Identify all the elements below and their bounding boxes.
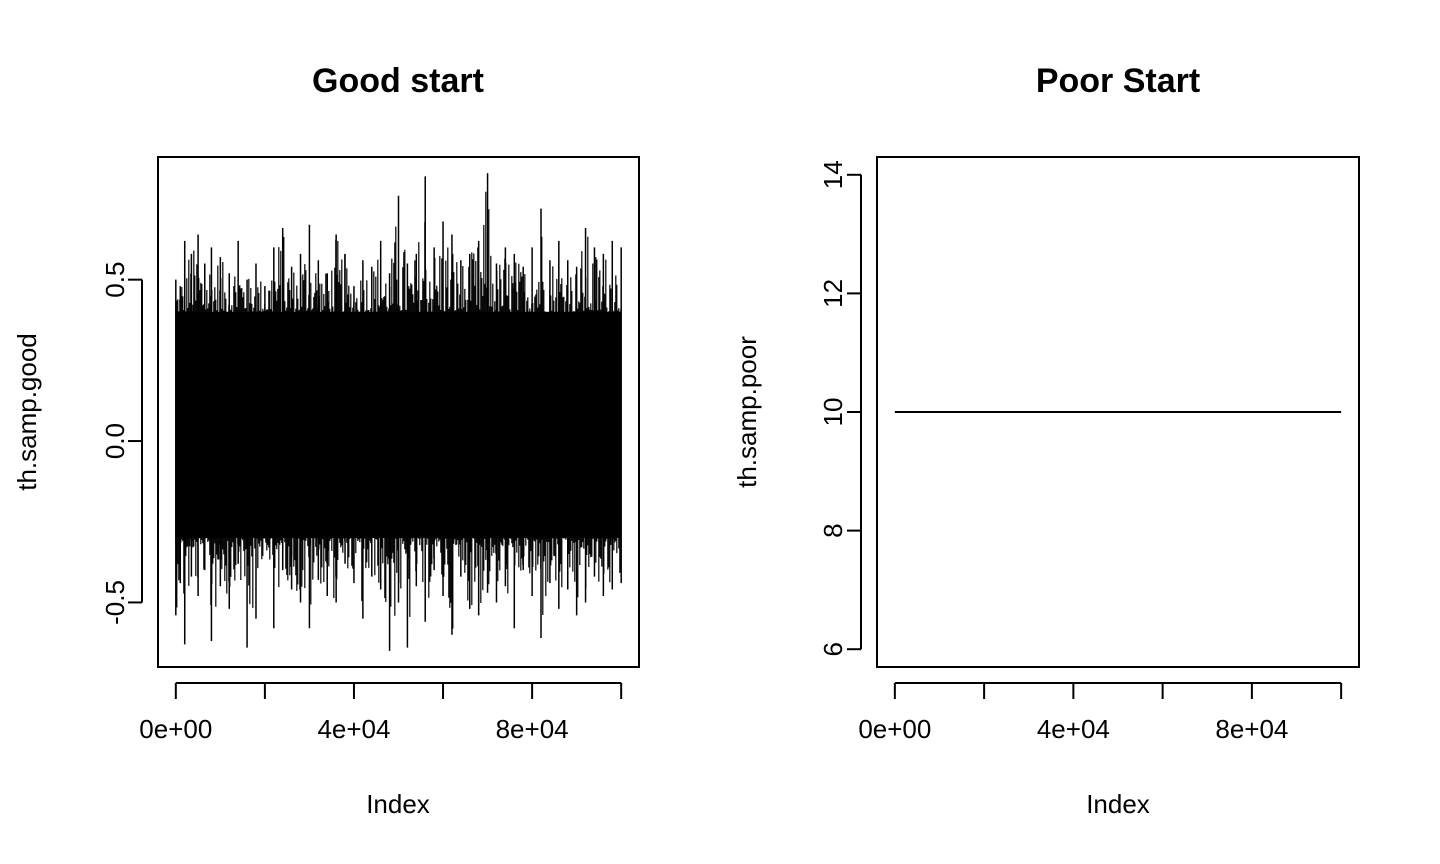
y-tick-label: 6 (818, 642, 848, 656)
x-tick-label: 4e+04 (1037, 714, 1110, 744)
plot-frame-good (157, 156, 640, 668)
y-tick-label: 14 (818, 160, 848, 189)
trace-series-good (175, 173, 622, 651)
x-tick-label: 0e+00 (858, 714, 931, 744)
plot-frame-poor (876, 156, 1360, 668)
y-axis-label-good: th.samp.good (12, 333, 42, 491)
x-tick-label: 4e+04 (317, 714, 390, 744)
plot-area-good (175, 173, 622, 651)
y-tick-label: 10 (818, 398, 848, 427)
y-axis-poor: 6 8 10 12 14 (818, 160, 862, 656)
y-tick-label: -0.5 (100, 580, 130, 625)
x-axis-poor: 0e+00 4e+04 8e+04 (858, 682, 1343, 744)
x-tick-label: 8e+04 (1215, 714, 1288, 744)
poor-start-panel: Poor Start 0e+00 4e+04 8e+04 6 8 10 12 14 Inde… (732, 62, 1360, 819)
y-tick-label: 12 (818, 279, 848, 308)
y-tick-label: 0.0 (100, 423, 130, 459)
x-tick-label: 8e+04 (496, 714, 569, 744)
y-axis-good: -0.5 0.0 0.5 (100, 262, 143, 625)
x-tick-label: 0e+00 (139, 714, 212, 744)
x-axis-good: 0e+00 4e+04 8e+04 (139, 682, 623, 744)
chart-title-poor: Poor Start (1036, 62, 1200, 100)
x-axis-label-poor: Index (1086, 789, 1150, 819)
good-start-panel: Good start 0e+00 4e+04 8e+04 -0.5 0.0 0.5 In… (12, 62, 640, 819)
y-axis-label-poor: th.samp.poor (732, 336, 762, 488)
chart-title-good: Good start (312, 62, 484, 100)
x-axis-label-good: Index (366, 789, 430, 819)
y-tick-label: 8 (818, 523, 848, 537)
y-tick-label: 0.5 (100, 262, 130, 298)
